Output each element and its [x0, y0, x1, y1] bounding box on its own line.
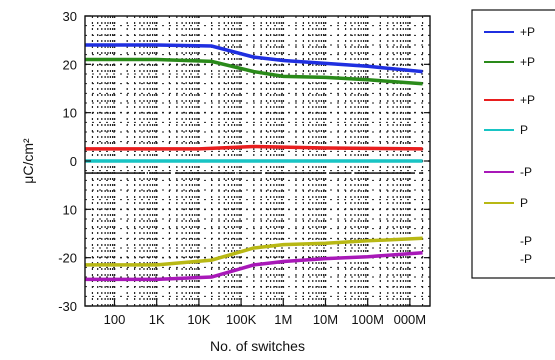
y-tick-label: 0 [70, 154, 77, 169]
x-tick-label: 100K [226, 312, 257, 327]
y-tick-label: -30 [58, 299, 77, 314]
y-tick-label: 10 [63, 106, 77, 121]
x-tick-label: 000M [394, 312, 427, 327]
x-tick-label: 10M [313, 312, 338, 327]
legend-label: P [520, 196, 528, 210]
series-lines [85, 43, 423, 282]
y-tick-label: 20 [63, 57, 77, 72]
legend-label: +P [520, 93, 535, 107]
legend-label: -P [520, 165, 532, 179]
x-tick-label: 100 [104, 312, 126, 327]
y-tick-label: 10 [63, 202, 77, 217]
series-line-5 [85, 251, 423, 282]
x-tick-label: 10K [187, 312, 210, 327]
series-line-2 [85, 57, 423, 86]
y-axis-label: μC/cm² [20, 138, 36, 184]
x-tick-label: 1M [274, 312, 292, 327]
y-tick-label: -20 [58, 251, 77, 266]
legend-box [471, 9, 555, 279]
series-line-3 [85, 144, 423, 151]
legend-label: -P [520, 252, 532, 266]
legend: +P +P +P P -P P -P -P [471, 9, 555, 279]
y-tick-label: 30 [63, 9, 77, 24]
series-line-6 [85, 236, 423, 267]
legend-label: +P [520, 55, 535, 69]
x-tick-label: 1K [149, 312, 165, 327]
legend-label: -P [520, 234, 532, 248]
legend-label: P [520, 123, 528, 137]
x-tick-label: 100M [351, 312, 384, 327]
x-axis-label: No. of switches [210, 338, 305, 354]
series-line-1 [85, 43, 423, 74]
legend-label: +P [520, 25, 535, 39]
